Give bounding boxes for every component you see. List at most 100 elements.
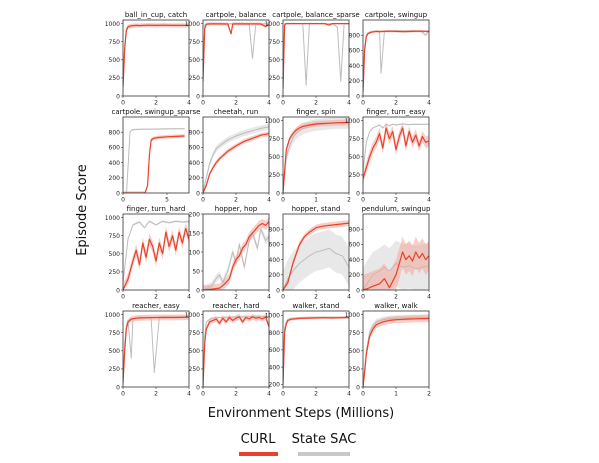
y-tick-label: 500 (269, 154, 281, 161)
y-tick-label: 400 (269, 364, 281, 371)
plot-area (283, 22, 349, 90)
y-tick-label: 750 (189, 330, 201, 337)
y-tick-label: 250 (189, 366, 201, 373)
y-tick-label: 800 (189, 130, 201, 137)
x-tick-label: 0 (361, 100, 365, 107)
band-curl (363, 30, 429, 94)
x-tick-label: 4 (427, 294, 431, 301)
line-curl (363, 127, 429, 179)
band-curl (363, 314, 429, 387)
x-tick-label: 0 (201, 100, 205, 107)
y-tick-label: 200 (349, 78, 361, 85)
y-tick-label: 0 (196, 287, 200, 294)
line-state-sac (283, 23, 349, 86)
x-tick-label: 0 (121, 100, 125, 107)
y-tick-label: 0 (276, 287, 280, 294)
plot-area (123, 128, 185, 193)
subplot-title: cartpole, swingup_sparse (112, 108, 201, 116)
y-tick-label: 750 (109, 330, 121, 337)
legend: CURL State SAC (239, 432, 356, 456)
subplot-reacher-easy: reacher, easy 0 250 500 750 1000 0 2 4 (105, 302, 191, 398)
subplot-title: ball_in_cup, catch (125, 11, 187, 19)
subplot-title: cartpole, balance (206, 11, 267, 19)
line-state-sac (123, 316, 189, 380)
y-tick-label: 0 (356, 190, 360, 197)
y-tick-label: 600 (349, 48, 361, 55)
plot-area (203, 217, 269, 290)
subplot-cartpole-swingup-sparse: cartpole, swingup_sparse 0 200 400 600 800 0 5 (109, 108, 201, 204)
y-tick-label: 500 (109, 57, 121, 64)
y-tick-label: 500 (109, 348, 121, 355)
band-state-sac (283, 316, 349, 386)
x-tick-label: 0 (121, 197, 125, 204)
y-tick-label: 0 (196, 190, 200, 197)
subplot-cartpole-swingup: cartpole, swingup 0 200 400 600 800 0 2 4 (349, 11, 432, 107)
subplot-hopper-hop: hopper, hop 0 50 100 150 200 0 2 4 (189, 205, 272, 301)
subplot-walker-stand: walker, stand 200 400 600 800 1000 0 2 4 (265, 302, 351, 398)
plot-frame (122, 116, 190, 194)
y-axis-label: Episode Score (75, 164, 90, 256)
y-tick-label: 0 (356, 287, 360, 294)
subplot-title: hopper, hop (215, 205, 258, 213)
line-curl (123, 316, 189, 384)
subplot-finger-turn-hard: finger, turn_hard 0 250 500 750 1000 0 2 4 (105, 205, 191, 301)
y-tick-label: 1000 (105, 215, 120, 222)
x-tick-label: 2 (234, 197, 238, 204)
x-tick-label: 2 (394, 100, 398, 107)
x-tick-label: 2 (394, 294, 398, 301)
line-curl (203, 221, 269, 290)
line-state-sac (363, 123, 429, 172)
y-tick-label: 400 (269, 257, 281, 264)
subplot-title: walker, walk (374, 302, 418, 310)
x-tick-label: 4 (267, 197, 271, 204)
y-tick-label: 750 (189, 39, 201, 46)
x-tick-label: 4 (267, 100, 271, 107)
line-state-sac (203, 23, 269, 75)
line-state-sac (283, 247, 349, 290)
y-tick-label: 600 (269, 347, 281, 354)
plot-frame (282, 310, 350, 388)
x-tick-label: 4 (187, 391, 191, 398)
y-tick-label: 0 (356, 384, 360, 391)
y-tick-label: 0 (196, 384, 200, 391)
line-curl (123, 135, 185, 193)
line-state-sac (123, 128, 185, 193)
line-curl (363, 251, 429, 290)
y-tick-label: 0 (196, 93, 200, 100)
y-tick-label: 750 (349, 330, 361, 337)
plot-area (363, 236, 429, 290)
line-state-sac (283, 316, 349, 385)
band-curl (123, 222, 189, 290)
x-axis-label: Environment Steps (Millions) (208, 406, 394, 421)
y-tick-label: 1000 (185, 312, 200, 319)
x-tick-label: 0 (201, 197, 205, 204)
plot-area (283, 316, 349, 386)
band-curl (203, 22, 269, 83)
x-tick-label: 2 (154, 294, 158, 301)
y-tick-label: 250 (269, 172, 281, 179)
y-tick-label: 1000 (265, 21, 280, 28)
x-tick-label: 0 (121, 391, 125, 398)
x-tick-label: 0 (281, 100, 285, 107)
y-tick-label: 400 (349, 257, 361, 264)
y-tick-label: 500 (349, 154, 361, 161)
subplot-reacher-hard: reacher, hard 0 250 500 750 1000 0 2 4 (185, 302, 271, 398)
y-tick-label: 250 (189, 75, 201, 82)
subplot-title: walker, stand (293, 302, 340, 310)
plot-frame (202, 19, 270, 97)
x-tick-label: 0 (201, 294, 205, 301)
y-tick-label: 200 (269, 382, 281, 389)
x-tick-label: 2 (347, 197, 351, 204)
y-tick-label: 150 (189, 230, 201, 237)
y-tick-label: 1000 (105, 21, 120, 28)
line-state-sac (123, 220, 189, 283)
plot-area (363, 122, 429, 185)
band-state-sac (203, 123, 269, 193)
x-tick-label: 4 (267, 294, 271, 301)
subplot-walker-walk: walker, walk 0 250 500 750 1000 0 1 2 (345, 302, 431, 398)
x-tick-label: 2 (154, 391, 158, 398)
band-state-sac (123, 24, 189, 90)
x-tick-label: 0 (281, 294, 285, 301)
band-state-sac (283, 229, 349, 290)
